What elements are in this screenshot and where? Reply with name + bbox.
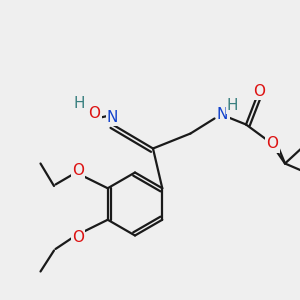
Text: H: H <box>227 98 238 112</box>
Text: N: N <box>107 110 118 124</box>
Text: O: O <box>253 84 265 99</box>
Text: O: O <box>72 163 84 178</box>
Text: O: O <box>88 106 101 122</box>
Text: O: O <box>72 230 84 245</box>
Text: H: H <box>74 96 85 111</box>
Text: N: N <box>217 107 228 122</box>
Text: O: O <box>266 136 278 152</box>
